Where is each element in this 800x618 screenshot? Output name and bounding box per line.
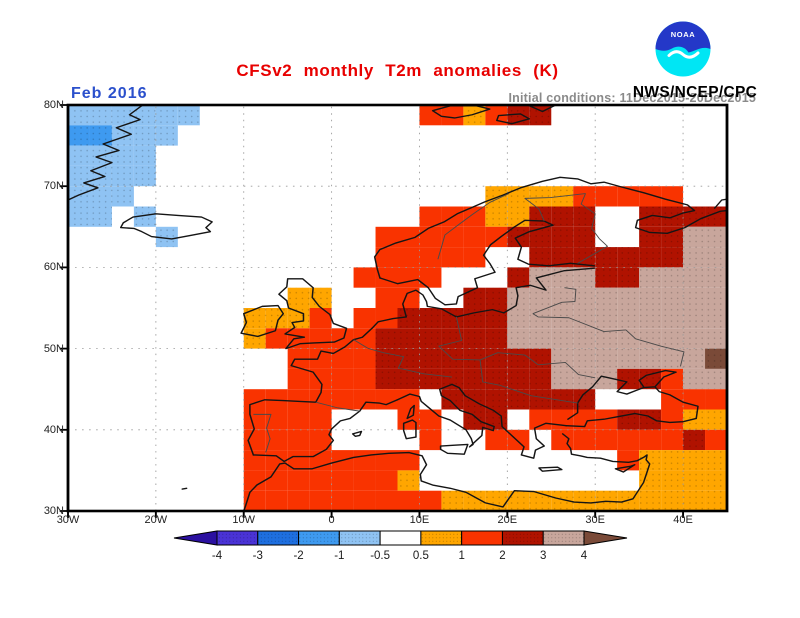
coast-cyprus	[614, 464, 636, 473]
lat-tick-label: 30N	[43, 505, 64, 517]
map-frame	[66, 103, 729, 513]
coast-crete	[538, 466, 563, 472]
noaa-gull-icon	[667, 50, 700, 59]
coast-balkans-greece	[451, 383, 567, 459]
colorbar-tick-label: 3	[540, 550, 546, 562]
lat-tick-label: 70N	[43, 180, 64, 193]
coast-balearic	[181, 430, 363, 490]
colorbar-tick-label: -4	[212, 550, 223, 562]
lon-tick-label: 20W	[144, 514, 168, 526]
coast-black-sea-south	[565, 412, 697, 428]
colorbar: -4 -3 -2 -1 -0.5 0.5 1 2 3 4	[173, 530, 628, 569]
coastlines	[67, 104, 728, 512]
coast-scandinavia-arctic	[373, 176, 728, 279]
colorbar-tick-label: 0.5	[413, 550, 429, 562]
colorbar-tick-label: 1	[458, 550, 464, 562]
country-borders	[253, 193, 685, 453]
anomaly-map-canvas	[59, 103, 729, 518]
colorbar-tick-label: -2	[293, 550, 303, 562]
anomaly-map	[59, 103, 729, 518]
coast-great-britain	[278, 278, 348, 350]
colorbar-canvas: -4 -3 -2 -1 -0.5 0.5 1 2 3 4	[173, 530, 628, 562]
coast-west-europe	[247, 267, 596, 456]
coast-baltic-north	[444, 219, 596, 306]
lat-tick-label: 80N	[43, 99, 64, 111]
noaa-logo-sky	[655, 21, 711, 53]
coast-turkey-levant-africa	[242, 433, 651, 512]
coast-greenland	[67, 104, 144, 201]
lat-tick-label: 60N	[43, 261, 64, 274]
lon-tick-label: 0	[328, 514, 335, 526]
initial-conditions-label: Initial conditions: 11Dec2015-20Dec2015	[508, 91, 756, 105]
valid-month-label: Feb 2016	[71, 85, 148, 102]
colorbar-tick-label: -3	[253, 550, 263, 562]
coast-sicily	[439, 443, 469, 455]
lon-tick-label: 10E	[409, 514, 430, 526]
colorbar-tick-label: -0.5	[370, 550, 390, 562]
colorbar-tick-label: 4	[581, 550, 588, 562]
coast-italy	[396, 383, 495, 448]
lon-tick-label: 20E	[497, 514, 518, 526]
noaa-logo-icon: NOAA	[655, 21, 711, 77]
coast-ireland	[240, 304, 285, 338]
lat-tick-label: 40N	[43, 423, 64, 436]
lat-tick-label: 50N	[43, 342, 64, 355]
lon-tick-label: 30W	[56, 514, 80, 526]
coast-sardinia	[402, 419, 417, 440]
agency-label: NWS/NCEP/CPC	[632, 84, 758, 101]
coast-iceland	[119, 213, 213, 240]
coast-norway-south	[379, 277, 446, 306]
lon-tick-label: 30E	[585, 514, 605, 526]
colorbar-tick-label: -1	[334, 550, 344, 562]
noaa-logo-text: NOAA	[671, 30, 695, 39]
coast-black-sea-north	[567, 369, 699, 420]
coast-corsica	[406, 404, 415, 420]
colorbar-tick-label: 2	[499, 550, 505, 562]
page-title: CFSv2 monthly T2m anomalies (K)	[236, 61, 559, 80]
coast-iberia-south	[252, 399, 399, 463]
lon-tick-label: 10W	[232, 514, 256, 526]
lon-tick-label: 40E	[673, 514, 693, 526]
anomaly-grid-cells	[68, 105, 727, 511]
